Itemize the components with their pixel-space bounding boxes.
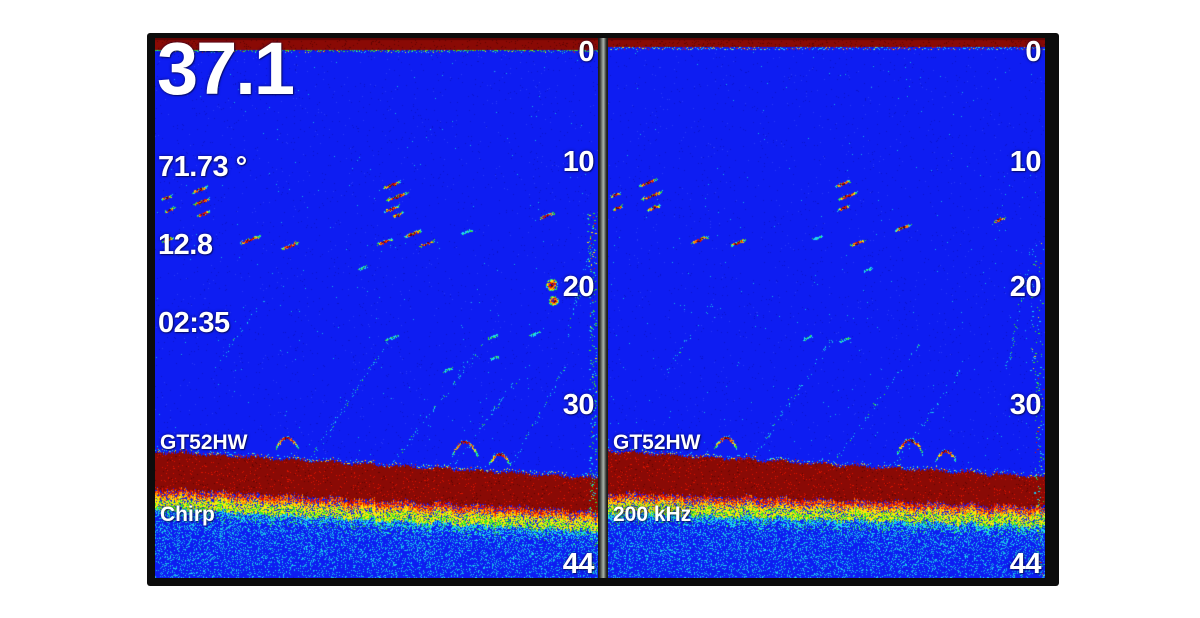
transducer-label: GT52HW Chirp — [160, 383, 248, 575]
sonar-panel-chirp[interactable]: 0 10 20 30 44 37.1 71.73 ° 12.8 02:35 GT… — [155, 38, 598, 578]
sonar-mode: 200 kHz — [613, 503, 692, 526]
device-screen: 0 10 20 30 44 37.1 71.73 ° 12.8 02:35 GT… — [147, 33, 1059, 586]
panel-divider — [598, 38, 608, 578]
transducer-model: GT52HW — [613, 431, 701, 454]
depth-tick-30: 30 — [562, 389, 595, 421]
depth-tick-0: 0 — [1025, 38, 1041, 68]
depth-range-max: 44 — [1009, 548, 1042, 579]
depth-tick-0: 0 — [578, 38, 594, 68]
sonar-echogram-chirp — [155, 38, 598, 578]
depth-range-max: 44 — [562, 548, 595, 579]
speed-readout: 12.8 — [158, 229, 213, 261]
depth-tick-10: 10 — [562, 146, 595, 178]
transducer-model: GT52HW — [160, 431, 248, 454]
sonar-mode: Chirp — [160, 503, 215, 526]
sonar-echogram-200khz — [608, 38, 1045, 578]
data-overlay: 71.73 ° 12.8 02:35 — [158, 102, 247, 388]
depth-tick-20: 20 — [562, 271, 595, 303]
depth-readout: 37.1 — [157, 38, 295, 110]
time-readout: 02:35 — [158, 307, 230, 339]
depth-tick-30: 30 — [1009, 389, 1042, 421]
depth-tick-20: 20 — [1009, 271, 1042, 303]
sonar-panel-200khz[interactable]: 0 10 20 30 44 GT52HW 200 kHz — [608, 38, 1045, 578]
sonar-content: 0 10 20 30 44 37.1 71.73 ° 12.8 02:35 GT… — [155, 38, 1045, 578]
water-temperature: 71.73 ° — [158, 151, 247, 183]
depth-tick-10: 10 — [1009, 146, 1042, 178]
transducer-label: GT52HW 200 kHz — [613, 383, 701, 575]
